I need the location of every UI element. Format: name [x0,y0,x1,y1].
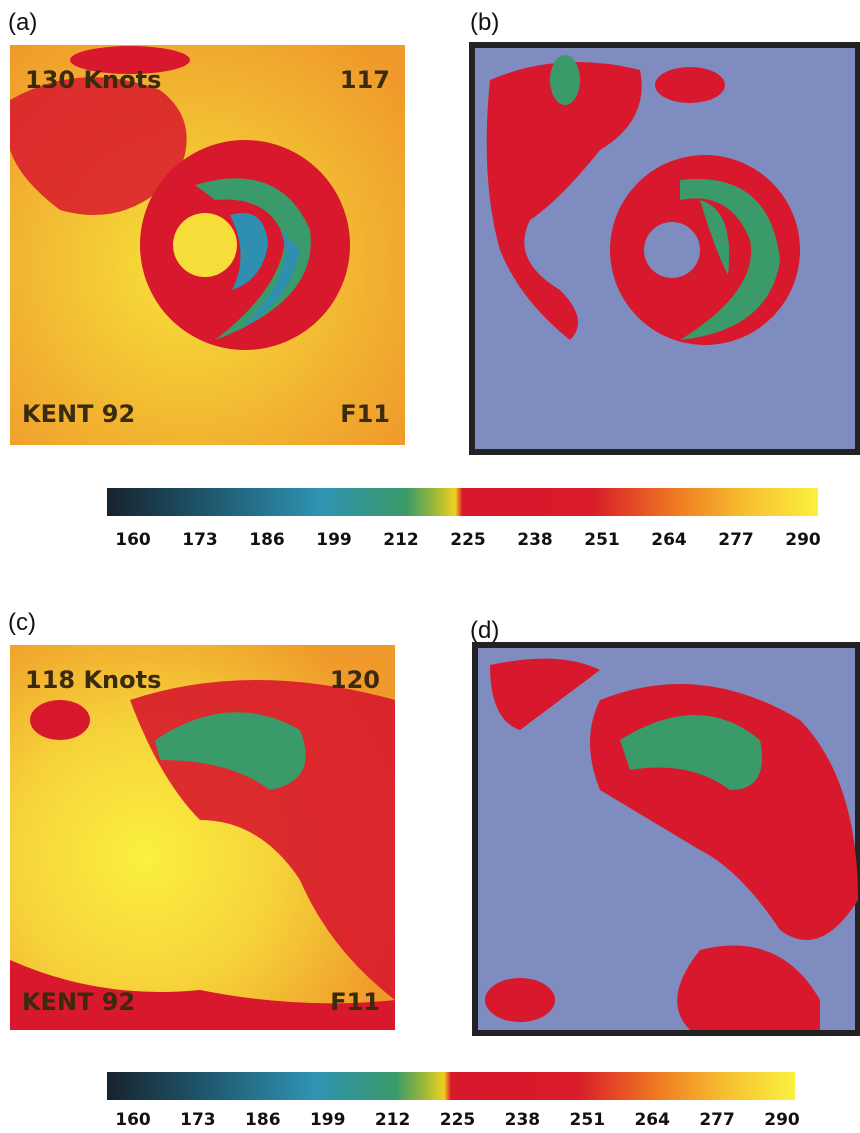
colorbar-tick-label: 264 [634,1110,670,1130]
satellite-image [472,642,860,1036]
colorbar-tick-label: 160 [115,1110,151,1130]
colorbar-tick-label: 277 [699,1110,735,1130]
colorbar-ticks: 160 173 186 199 212 225 238 251 264 277 290 [115,530,821,550]
colorbar-tick-label: 199 [316,530,352,550]
overlay-text: 130 Knots [25,66,161,94]
colorbar-tick-label: 277 [718,530,754,550]
colorbar-tick-label: 290 [785,530,821,550]
overlay-text: KENT 92 [22,400,135,428]
colorbar-tick-label: 290 [764,1110,800,1130]
colorbar-tick-label: 186 [249,530,285,550]
colorbar-tick-label: 160 [115,530,151,550]
colorbar-tick-label: 238 [505,1110,541,1130]
colorbar-ticks: 160 173 186 199 212 225 238 251 264 277 290 [115,1110,800,1130]
colorbar-tick-label: 212 [383,530,419,550]
colorbar-tick-label: 264 [651,530,687,550]
overlay-text: KENT 92 [22,988,135,1016]
colorbar-tick-label: 212 [375,1110,411,1130]
colorbar-tick-label: 173 [180,1110,216,1130]
overlay-text: 118 Knots [25,666,161,694]
overlay-text: 117 [340,66,390,94]
colorbar-tick-label: 225 [440,1110,476,1130]
satellite-image [469,42,860,455]
colorbar-tick-label: 251 [570,1110,606,1130]
satellite-image [10,45,405,445]
colorbar-tick-label: 173 [182,530,218,550]
overlay-text: F11 [330,988,380,1016]
panel-label: (a) [8,9,37,36]
colorbar-tick-label: 199 [310,1110,346,1130]
overlay-text: F11 [340,400,390,428]
colorbar-tick-label: 251 [584,530,620,550]
panel-label: (b) [470,9,499,36]
overlay-text: 120 [330,666,380,694]
panel-label: (d) [470,617,499,644]
colorbar [107,1072,795,1100]
colorbar-tick-label: 225 [450,530,486,550]
satellite-image [10,645,395,1030]
colorbar [107,488,818,516]
colorbar-tick-label: 186 [245,1110,281,1130]
colorbar-tick-label: 238 [517,530,553,550]
panel-label: (c) [8,609,36,636]
